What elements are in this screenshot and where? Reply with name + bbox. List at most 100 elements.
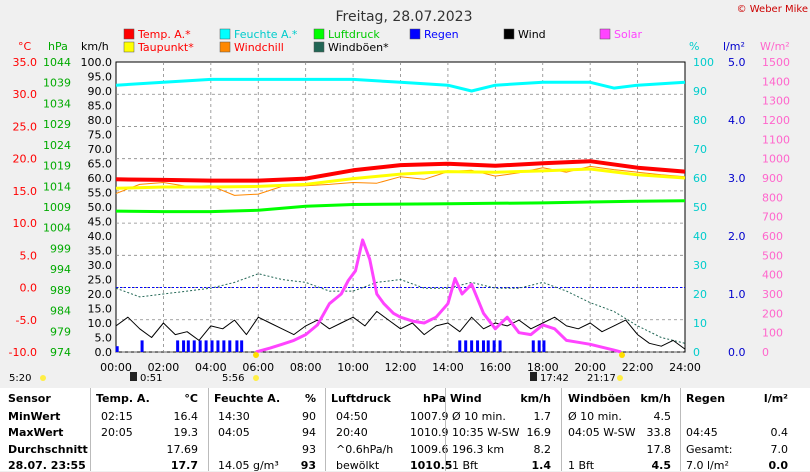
statistics-panel: Sensor Temp. A. °C Feuchte A.% Luftdruck hPa W… [0, 388, 810, 472]
moon-icon [130, 372, 137, 381]
stat-separator [90, 388, 91, 471]
x-tick-label: 12:00 [385, 361, 417, 374]
tick-label-solar: 900 [762, 172, 783, 185]
series-solar [255, 238, 622, 354]
tick-label-pressure: 1039 [43, 77, 71, 90]
tick-label-rain: 3.0 [728, 172, 746, 185]
tick-label-rain: 1.0 [728, 288, 746, 301]
stat-value-humidity: 90 [302, 410, 316, 423]
dawn-time: 5:20 [9, 373, 31, 384]
stat-row-label: Durchschnitt [8, 443, 88, 456]
x-tick-label: 14:00 [432, 361, 464, 374]
tick-label-humidity: 30 [693, 259, 707, 272]
tick-label-solar: 400 [762, 269, 783, 282]
unit-label-temp: °C [18, 40, 32, 53]
tick-label-wind: 45.0 [88, 216, 113, 229]
stat-value-humidity: 94 [302, 426, 316, 439]
tick-label-temp: 15.0 [13, 185, 38, 198]
stat-value-gust: 4.5 [651, 459, 672, 472]
tick-label-wind: 85.0 [88, 100, 113, 113]
tick-label-wind: 20.0 [88, 288, 113, 301]
legend-label: Feuchte A.* [234, 28, 298, 41]
stat-header: hPa [422, 392, 446, 405]
legend-swatch [409, 28, 421, 40]
tick-label-pressure: 1004 [43, 222, 71, 235]
tick-label-temp: 25.0 [13, 120, 38, 133]
rain-bar [228, 340, 232, 352]
tick-label-solar: 0 [762, 346, 769, 359]
stat-label-pressure: ^0.6hPa/h [336, 443, 394, 456]
rain-bar [486, 340, 490, 352]
x-tick-label: 10:00 [337, 361, 369, 374]
rain-bar [481, 340, 485, 352]
stat-label-temp: 02:15 [101, 410, 133, 423]
stat-header: Windböen [568, 392, 631, 405]
stat-label-rain: 04:45 [686, 426, 718, 439]
tick-label-pressure: 989 [50, 284, 71, 297]
series-feuchte-a [115, 77, 686, 93]
tick-label-wind: 75.0 [88, 129, 113, 142]
moon-icon [530, 372, 537, 381]
stat-value-pressure: 1010.5 [410, 459, 453, 472]
rain-bar [140, 340, 144, 352]
tick-label-wind: 0.0 [95, 346, 113, 359]
legend-swatch [313, 41, 325, 53]
copyright-link[interactable]: © Weber Mike [737, 4, 808, 15]
stat-separator [325, 388, 326, 471]
grid [116, 62, 685, 353]
tick-label-solar: 500 [762, 249, 783, 262]
rain-bar [186, 340, 190, 352]
tick-label-pressure: 974 [50, 346, 71, 359]
tick-label-temp: 0.0 [20, 282, 38, 295]
tick-label-solar: 600 [762, 230, 783, 243]
stat-label-gust: 04:05 W-SW [568, 426, 636, 439]
sunset-marker [619, 352, 625, 358]
stat-header: Feuchte A. [214, 392, 281, 405]
sunrise-marker [253, 352, 259, 358]
stat-value-temp: 17.69 [166, 443, 199, 456]
stat-row-label: MaxWert [8, 426, 64, 439]
series-temp-a [115, 159, 686, 183]
unit-label-pressure: hPa [48, 40, 68, 53]
x-tick-label: 22:00 [622, 361, 654, 374]
tick-label-wind: 55.0 [88, 187, 113, 200]
stat-separator [208, 388, 209, 471]
tick-label-solar: 1400 [762, 75, 790, 88]
tick-label-pressure: 1029 [43, 118, 71, 131]
x-tick-label: 04:00 [195, 361, 227, 374]
legend-label: Solar [614, 28, 643, 41]
stat-label-wind: 196.3 km [452, 443, 505, 456]
rain-bar [476, 340, 480, 352]
tick-label-solar: 700 [762, 211, 783, 224]
stat-label-humidity: 14.05 g/m³ [218, 459, 279, 472]
tick-label-humidity: 10 [693, 317, 707, 330]
tick-label-wind: 15.0 [88, 303, 113, 316]
tick-label-wind: 25.0 [88, 274, 113, 287]
series-taupunkt [115, 167, 686, 190]
rain-bar [537, 340, 541, 352]
tick-label-solar: 100 [762, 327, 783, 340]
x-tick-label: 02:00 [148, 361, 180, 374]
tick-label-pressure: 999 [50, 242, 71, 255]
tick-label-wind: 65.0 [88, 158, 113, 171]
stat-label-rain: Gesamt: [686, 443, 733, 456]
rain-bar [542, 340, 546, 352]
legend-swatch [313, 28, 325, 40]
stat-value-pressure: 1007.9 [410, 410, 449, 423]
tick-label-temp: -10.0 [9, 346, 37, 359]
rain-bar [192, 340, 196, 352]
tick-label-pressure: 1009 [43, 201, 71, 214]
tick-label-temp: 35.0 [13, 56, 38, 69]
legend-swatch [123, 41, 135, 53]
stat-header: Sensor [8, 392, 51, 405]
tick-label-solar: 1000 [762, 153, 790, 166]
stat-label-rain: 7.0 l/m² [686, 459, 729, 472]
tick-label-rain: 4.0 [728, 114, 746, 127]
stat-header: km/h [640, 392, 671, 405]
stat-header: l/m² [763, 392, 788, 405]
rain-bar [222, 340, 226, 352]
rain-bar [198, 340, 202, 352]
tick-label-humidity: 90 [693, 85, 707, 98]
unit-label-rain: l/m² [723, 40, 745, 53]
stat-header: Luftdruck [331, 392, 391, 405]
